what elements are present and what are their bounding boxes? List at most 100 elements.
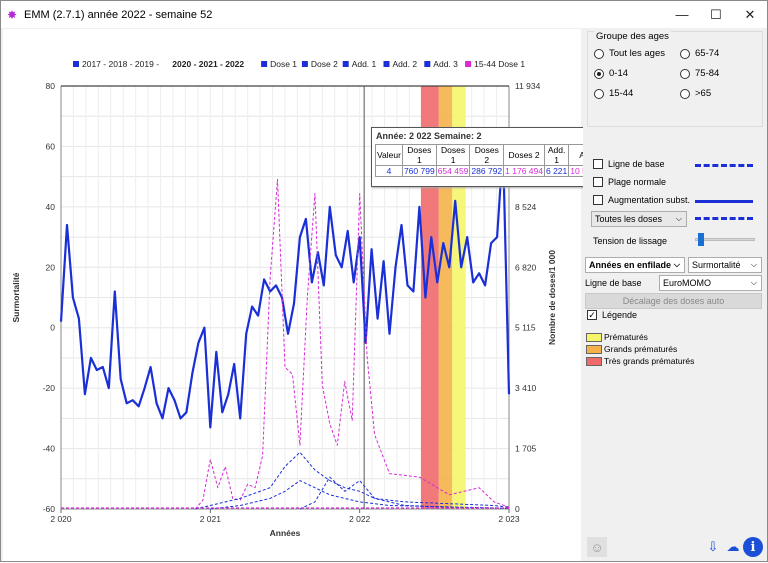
right-bottom-icons: ⇩ ☁ i <box>703 537 763 557</box>
radio-label: 15-44 <box>609 88 634 99</box>
checkbox-box: ✓ <box>587 310 597 320</box>
legend-marker <box>261 61 268 67</box>
checkbox-plage-normale[interactable]: Plage normale <box>593 177 666 187</box>
surmortalite-select[interactable]: Surmortalité ⌵ <box>688 257 762 273</box>
tooltip-value-cell: 760 799 <box>401 165 437 177</box>
tooltip-header-cell: Valeur <box>375 144 403 166</box>
premature-band <box>438 86 453 509</box>
decalage-doses-button[interactable]: Décalage des doses auto <box>585 293 762 309</box>
radio-all-ages[interactable]: Tout les ages <box>594 48 665 59</box>
series-line <box>299 476 510 510</box>
radio-over-65[interactable]: >65 <box>680 88 711 99</box>
x-axis-label: Années <box>270 528 301 538</box>
radio-label: 0-14 <box>609 68 629 79</box>
y-tick-label: -60 <box>43 504 56 514</box>
y-tick-label: -40 <box>43 444 56 454</box>
close-button[interactable]: ✕ <box>744 6 756 22</box>
legend-marker <box>465 61 472 67</box>
series-line <box>210 480 510 510</box>
y2-tick-label: 8 524 <box>515 202 537 212</box>
legend-label: Add. 2 <box>393 59 418 69</box>
radio-label: 75-84 <box>695 68 720 79</box>
legend-premature: Prématurés <box>586 332 648 342</box>
tooltip-value-cell: 6 221 <box>543 165 570 177</box>
title-bar: ✸ EMM (2.7.1) année 2022 - semaine 52 — … <box>1 1 767 28</box>
checkbox-augmentation[interactable]: Augmentation subst. <box>593 195 690 205</box>
tooltip-title: Année: 2 022 Semaine: 2 <box>376 131 482 141</box>
legend-label: Dose 1 <box>270 59 297 69</box>
checkbox-label: Plage normale <box>608 177 667 187</box>
maximize-button[interactable]: ☐ <box>710 6 722 22</box>
legend-swatch <box>586 332 602 342</box>
y-tick-label: 40 <box>46 202 56 212</box>
checkbox-box <box>593 177 603 187</box>
baby-icon[interactable]: ☺ <box>587 537 607 557</box>
tooltip-value-cell: 286 792 <box>469 165 505 177</box>
euromomo-select[interactable]: EuroMOMO ⌵ <box>659 275 762 291</box>
radio-65-74[interactable]: 65-74 <box>680 48 719 59</box>
legend-label: Grands prématurés <box>604 344 678 354</box>
radio-dot <box>680 68 690 79</box>
legend-label: Add. 3 <box>433 59 458 69</box>
checkbox-box <box>593 195 603 205</box>
chevron-down-icon: ⌵ <box>673 260 680 269</box>
series-line <box>195 451 510 510</box>
checkbox-label: Ligne de base <box>608 159 665 169</box>
legend-label: 15-44 Dose 1 <box>474 59 525 69</box>
legend-label: Prématurés <box>604 332 648 342</box>
annees-select[interactable]: Années en enfilade ⌵ <box>585 257 685 273</box>
checkbox-box <box>593 159 603 169</box>
radio-0-14[interactable]: 0-14 <box>594 68 628 79</box>
x-tick-label: 2 023 <box>498 514 520 524</box>
tooltip-header-cell: Add. 1 <box>543 144 570 166</box>
info-icon[interactable]: i <box>743 537 763 557</box>
augmentation-style-sample <box>695 200 753 203</box>
window-title: EMM (2.7.1) année 2022 - semaine 52 <box>24 8 213 21</box>
y-axis-label: Surmortalité <box>11 272 21 322</box>
tooltip-header-cell: Doses 1 <box>435 144 471 166</box>
doses-select-value: Toutes les doses <box>595 214 663 224</box>
tension-slider-track[interactable] <box>695 238 755 241</box>
tension-slider-thumb[interactable] <box>697 233 704 246</box>
legend-swatch <box>586 344 602 354</box>
y2-tick-label: 1 705 <box>515 444 537 454</box>
tooltip-value-cell: 654 459 <box>435 165 471 177</box>
radio-15-44[interactable]: 15-44 <box>594 88 633 99</box>
cloud-download-icon[interactable]: ☁ <box>726 539 740 554</box>
y2-tick-label: 0 <box>515 504 520 514</box>
minimize-button[interactable]: — <box>675 7 689 22</box>
radio-dot <box>594 88 604 99</box>
radio-label: 65-74 <box>695 48 720 59</box>
legend-label: 2017 - 2018 - 2019 - <box>82 59 159 69</box>
tooltip-value-cell: 1 176 494 <box>503 165 545 177</box>
legend-grand-premature: Grands prématurés <box>586 344 677 354</box>
legend-swatch <box>586 356 602 366</box>
y-tick-label: 0 <box>50 323 55 333</box>
premature-band <box>420 86 439 509</box>
series-line <box>59 145 511 429</box>
surmortalite-select-value: Surmortalité <box>692 260 741 270</box>
series-line <box>195 178 510 510</box>
checkbox-label: Augmentation subst. <box>608 195 691 205</box>
radio-75-84[interactable]: 75-84 <box>680 68 719 79</box>
checkbox-legende[interactable]: ✓ Légende <box>587 310 637 320</box>
y-tick-label: 60 <box>46 141 56 151</box>
ligne-base-label: Ligne de base <box>585 278 642 288</box>
tooltip-value-cell: 4 <box>375 165 403 177</box>
y2-axis-label: Nombre de doses/1 000 <box>547 250 557 345</box>
checkbox-ligne-de-base[interactable]: Ligne de base <box>593 159 665 169</box>
download-icon[interactable]: ⇩ <box>707 539 719 554</box>
settings-panel: Groupe des ages Tout les ages 65-74 0-14… <box>583 29 767 561</box>
x-tick-label: 2 022 <box>349 514 371 524</box>
premature-band <box>452 86 466 509</box>
y-tick-label: -20 <box>43 383 56 393</box>
legend-marker <box>383 61 390 67</box>
chevron-down-icon: ⌵ <box>750 260 757 269</box>
doses-select[interactable]: Toutes les doses ⌵ <box>591 211 687 227</box>
legend-label: Très grands prématurés <box>604 356 695 366</box>
app-virus-icon: ✸ <box>7 7 18 22</box>
left-bottom-icons: ☺ <box>587 537 607 557</box>
